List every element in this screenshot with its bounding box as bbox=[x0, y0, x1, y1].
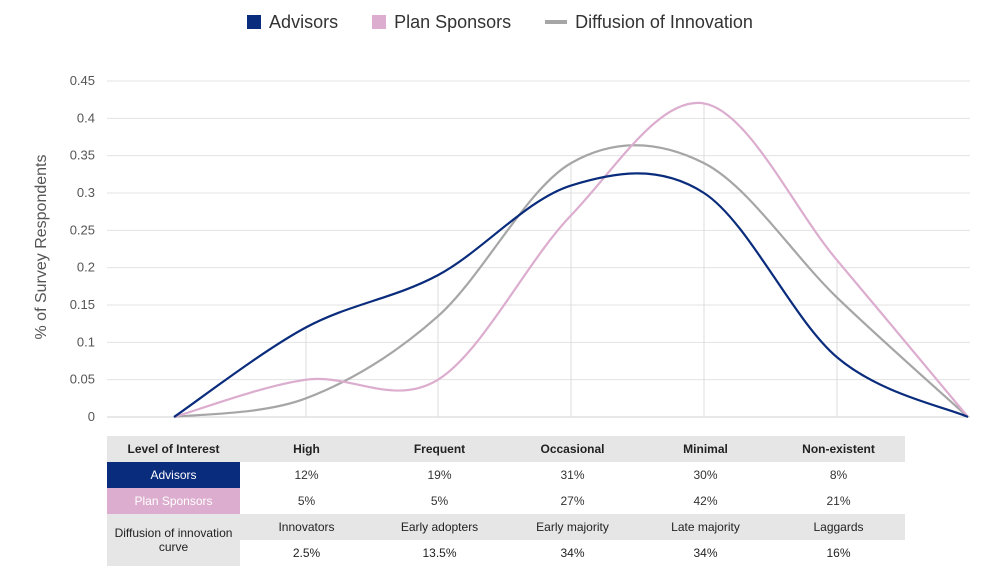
diffusion-category: Laggards bbox=[772, 514, 905, 540]
table-row-diffusion-categories: Diffusion of innovation curve Innovators… bbox=[107, 514, 905, 566]
diffusion-category: Innovators bbox=[240, 514, 373, 540]
gridlines bbox=[107, 80, 970, 418]
diffusion-category: Early adopters bbox=[373, 514, 506, 540]
legend-swatch-plan-sponsors bbox=[372, 15, 387, 29]
series-lines bbox=[173, 101, 969, 419]
table-cell: 16% bbox=[772, 540, 905, 566]
y-tick-label: 0.1 bbox=[77, 334, 95, 349]
diffusion-category: Early majority bbox=[506, 514, 639, 540]
y-axis-ticks: 0 0.05 0.1 0.15 0.2 0.25 0.3 0.35 0.4 0.45 bbox=[70, 73, 95, 424]
legend-swatch-advisors bbox=[247, 15, 262, 29]
series-line-plan-sponsors bbox=[173, 101, 969, 419]
legend-label-plan-sponsors: Plan Sponsors bbox=[394, 11, 512, 32]
table-header-row: Level of Interest High Frequent Occasion… bbox=[107, 436, 905, 462]
header-category: Minimal bbox=[639, 436, 772, 462]
table-cell: 12% bbox=[294, 468, 319, 482]
y-tick-label: 0 bbox=[88, 409, 95, 424]
table-cell: 27% bbox=[560, 494, 585, 508]
y-axis-title: % of Survey Respondents bbox=[33, 155, 50, 340]
series-line-advisors bbox=[173, 172, 969, 419]
table-cell: 21% bbox=[826, 494, 851, 508]
table-cell: 19% bbox=[427, 468, 452, 482]
y-tick-label: 0.4 bbox=[77, 110, 95, 125]
legend-swatch-diffusion bbox=[545, 20, 568, 24]
table-cell: 34% bbox=[506, 540, 639, 566]
table-cell: 31% bbox=[560, 468, 585, 482]
header-category: Frequent bbox=[373, 436, 506, 462]
table-row-plan-sponsors: Plan Sponsors 5% 5% 27% 42% 21% bbox=[107, 488, 905, 514]
data-table: Level of Interest High Frequent Occasion… bbox=[107, 436, 905, 566]
legend-item-plan-sponsors: Plan Sponsors bbox=[372, 12, 511, 33]
header-label: Level of Interest bbox=[107, 436, 240, 462]
header-category: High bbox=[240, 436, 373, 462]
y-tick-label: 0.05 bbox=[70, 372, 95, 387]
category-guides bbox=[305, 103, 838, 417]
chart-legend: Advisors Plan Sponsors Diffusion of Inno… bbox=[0, 10, 1000, 34]
y-tick-label: 0.2 bbox=[77, 260, 95, 275]
legend-item-diffusion: Diffusion of Innovation bbox=[545, 12, 753, 33]
line-chart: 0 0.05 0.1 0.15 0.2 0.25 0.3 0.35 0.4 0.45 % of S… bbox=[33, 73, 970, 424]
header-category: Non-existent bbox=[772, 436, 905, 462]
row-label-plan-sponsors: Plan Sponsors bbox=[107, 488, 240, 514]
table-row-diffusion-values: 2.5% 13.5% 34% 34% 16% bbox=[107, 540, 905, 566]
table-cell: 13.5% bbox=[373, 540, 506, 566]
y-tick-label: 0.45 bbox=[70, 73, 95, 88]
table-cell: 34% bbox=[639, 540, 772, 566]
y-tick-label: 0.3 bbox=[77, 185, 95, 200]
legend-label-diffusion: Diffusion of Innovation bbox=[575, 11, 753, 32]
table-cell: 5% bbox=[297, 494, 316, 508]
table-cell: 5% bbox=[430, 494, 449, 508]
y-tick-label: 0.15 bbox=[70, 297, 95, 312]
legend-label-advisors: Advisors bbox=[269, 11, 339, 32]
table-row-advisors: Advisors 12% 19% 31% 30% 8% bbox=[107, 462, 905, 488]
table-cell: 8% bbox=[829, 468, 848, 482]
table-cell: 30% bbox=[693, 468, 718, 482]
header-category: Occasional bbox=[506, 436, 639, 462]
row-label-advisors: Advisors bbox=[107, 462, 240, 488]
legend-item-advisors: Advisors bbox=[247, 12, 338, 33]
row-label-diffusion: Diffusion of innovation curve bbox=[107, 514, 240, 566]
y-tick-label: 0.35 bbox=[70, 148, 95, 163]
table-cell: 2.5% bbox=[240, 540, 373, 566]
series-line-diffusion bbox=[173, 144, 969, 419]
diffusion-category: Late majority bbox=[639, 514, 772, 540]
y-tick-label: 0.25 bbox=[70, 222, 95, 237]
table-cell: 42% bbox=[693, 494, 718, 508]
